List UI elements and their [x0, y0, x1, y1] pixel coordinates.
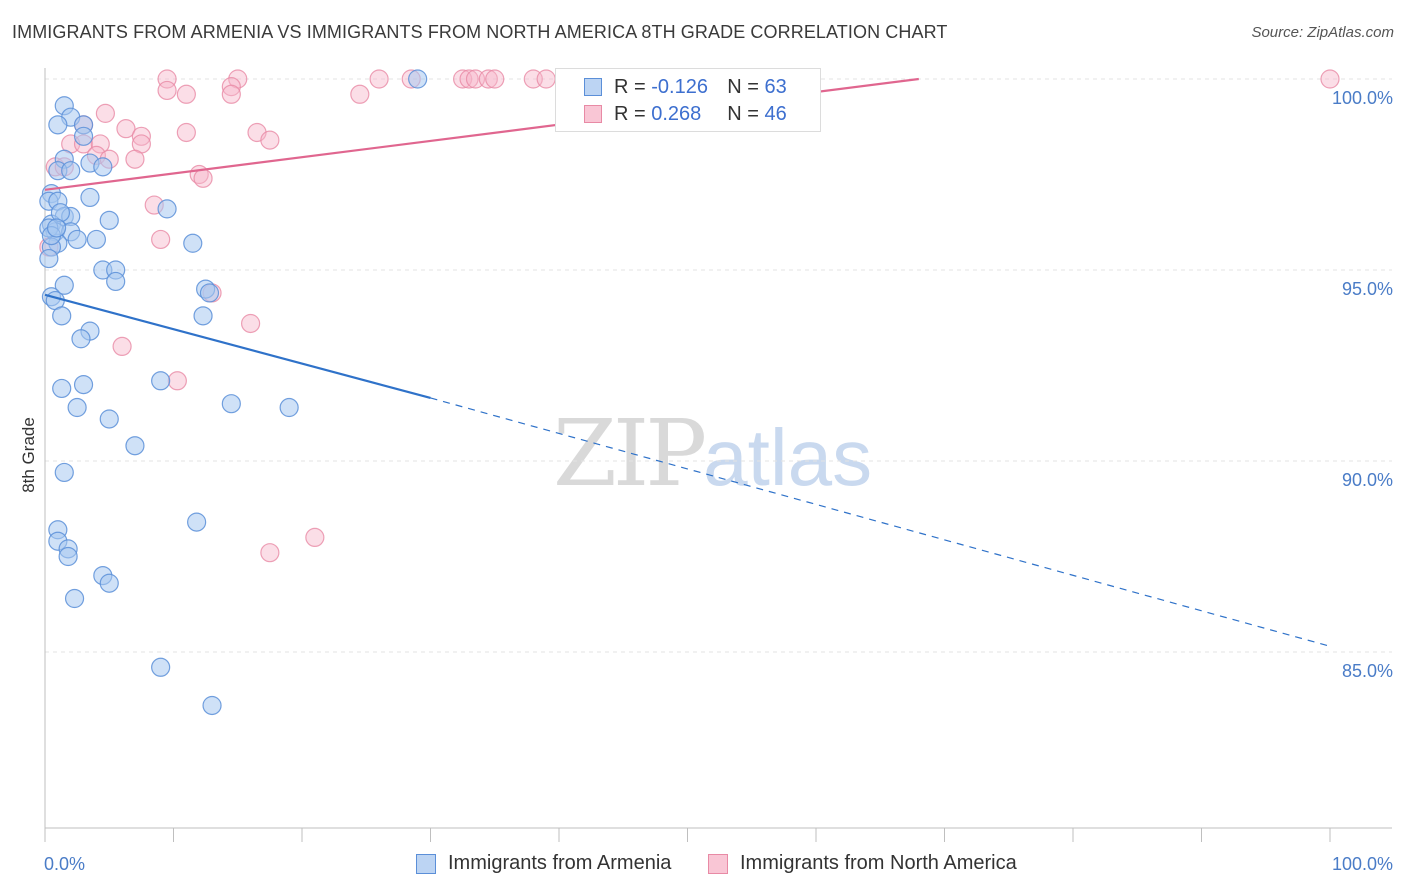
data-point-armenia	[61, 161, 81, 181]
data-point-north-america	[193, 168, 213, 188]
legend-n-value-north-america: 46	[764, 102, 787, 125]
y-tick-label: 90.0%	[1342, 470, 1393, 490]
data-point-north-america	[157, 69, 177, 89]
data-point-armenia	[80, 187, 100, 208]
data-point-armenia	[67, 229, 87, 250]
y-tick-label: 100.0%	[1332, 88, 1393, 108]
data-point-north-america	[350, 84, 370, 104]
y-tick-label: 85.0%	[1342, 661, 1393, 681]
data-point-armenia	[279, 397, 299, 418]
data-point-armenia	[73, 126, 94, 146]
data-point-armenia	[151, 371, 171, 391]
watermark-zip: ZIP	[553, 400, 707, 507]
data-point-armenia	[86, 229, 107, 250]
data-point-armenia	[58, 546, 78, 567]
data-point-north-america	[176, 84, 196, 104]
axes	[44, 68, 1392, 842]
legend-r-value-armenia: -0.126	[651, 75, 708, 98]
legend-swatch-north-america	[708, 853, 728, 874]
data-point-north-america	[157, 80, 177, 101]
data-point-north-america	[151, 229, 171, 250]
y-axis-title: 8th Grade	[19, 417, 38, 493]
legend-swatch-armenia	[584, 78, 602, 96]
stats-legend: R = -0.126 N = 63 R = 0.268 N = 46	[555, 68, 821, 132]
data-point-north-america	[131, 126, 151, 146]
data-point-armenia	[157, 199, 177, 219]
data-point-armenia	[125, 436, 145, 456]
series-legend: Immigrants from Armenia Immigrants from …	[0, 852, 1406, 878]
legend-swatch-north-america	[584, 105, 602, 123]
data-point-north-america	[95, 103, 115, 123]
legend-label-armenia: Immigrants from Armenia	[448, 852, 672, 874]
data-point-armenia	[39, 248, 59, 269]
data-point-armenia	[193, 306, 213, 326]
legend-row-armenia: R = -0.126 N = 63	[556, 73, 787, 101]
x-tick-label: 100.0%	[1332, 854, 1393, 874]
data-point-north-america	[241, 313, 261, 334]
data-point-armenia	[64, 588, 85, 609]
data-point-north-america	[221, 84, 241, 104]
data-point-armenia	[183, 233, 203, 253]
data-point-north-america	[116, 119, 136, 139]
watermark-atlas: atlas	[703, 413, 873, 502]
data-point-north-america	[112, 336, 132, 356]
legend-r-label: R =	[614, 102, 646, 125]
data-point-north-america	[485, 69, 505, 89]
data-point-armenia	[73, 375, 94, 395]
legend-n-label: N =	[727, 75, 759, 98]
data-point-armenia	[46, 218, 67, 238]
data-point-armenia	[187, 512, 207, 532]
legend-r-value-north-america: 0.268	[651, 102, 702, 125]
data-point-north-america	[167, 371, 187, 391]
data-point-armenia	[52, 306, 72, 326]
data-point-north-america	[221, 77, 241, 97]
data-point-armenia	[52, 378, 72, 399]
data-point-north-america	[305, 527, 325, 548]
tick-labels: 100.0% 95.0% 90.0% 85.0% 0.0% 100.0% 8th Grade	[19, 88, 1393, 874]
data-point-north-america	[176, 122, 196, 143]
data-point-armenia	[202, 695, 222, 716]
data-point-armenia	[221, 394, 241, 414]
x-tick-label: 0.0%	[44, 854, 85, 874]
data-point-armenia	[199, 283, 220, 303]
legend-n-value-armenia: 63	[764, 75, 787, 98]
data-point-north-america	[260, 130, 280, 150]
trend-line-armenia	[44, 293, 431, 400]
data-point-north-america	[1320, 69, 1340, 89]
legend-item-north-america[interactable]: Immigrants from North America	[708, 852, 1017, 875]
data-point-armenia	[67, 397, 87, 418]
trend-lines	[44, 77, 1331, 647]
data-point-armenia	[106, 271, 126, 292]
data-point-armenia	[71, 329, 91, 349]
data-point-north-america	[125, 149, 145, 169]
zipatlas-watermark: ZIPatlas	[553, 400, 872, 507]
data-point-armenia	[99, 409, 119, 429]
data-point-armenia	[99, 573, 119, 593]
y-tick-label: 95.0%	[1342, 279, 1393, 299]
data-point-armenia	[151, 657, 171, 677]
trend-line-armenia-extension	[430, 397, 1331, 647]
source-label[interactable]: Source: ZipAtlas.com	[1251, 24, 1394, 41]
legend-swatch-armenia	[416, 853, 436, 874]
north-america-points	[39, 69, 1340, 563]
data-point-armenia	[48, 115, 68, 135]
legend-row-north-america: R = 0.268 N = 46	[556, 100, 787, 128]
data-point-armenia	[408, 69, 428, 89]
legend-label-north-america: Immigrants from North America	[740, 852, 1017, 874]
legend-item-armenia[interactable]: Immigrants from Armenia	[416, 852, 671, 875]
data-point-north-america	[459, 69, 479, 89]
legend-n-label: N =	[727, 102, 759, 125]
data-point-north-america	[478, 69, 498, 89]
data-point-armenia	[54, 275, 74, 295]
data-point-armenia	[99, 210, 119, 230]
data-point-north-america	[369, 69, 389, 89]
legend-r-label: R =	[614, 75, 646, 98]
chart-title: IMMIGRANTS FROM ARMENIA VS IMMIGRANTS FR…	[12, 22, 948, 42]
data-point-north-america	[90, 134, 110, 154]
data-point-armenia	[54, 462, 74, 483]
data-point-north-america	[536, 69, 556, 89]
data-point-north-america	[260, 543, 280, 563]
data-point-armenia	[93, 157, 113, 177]
